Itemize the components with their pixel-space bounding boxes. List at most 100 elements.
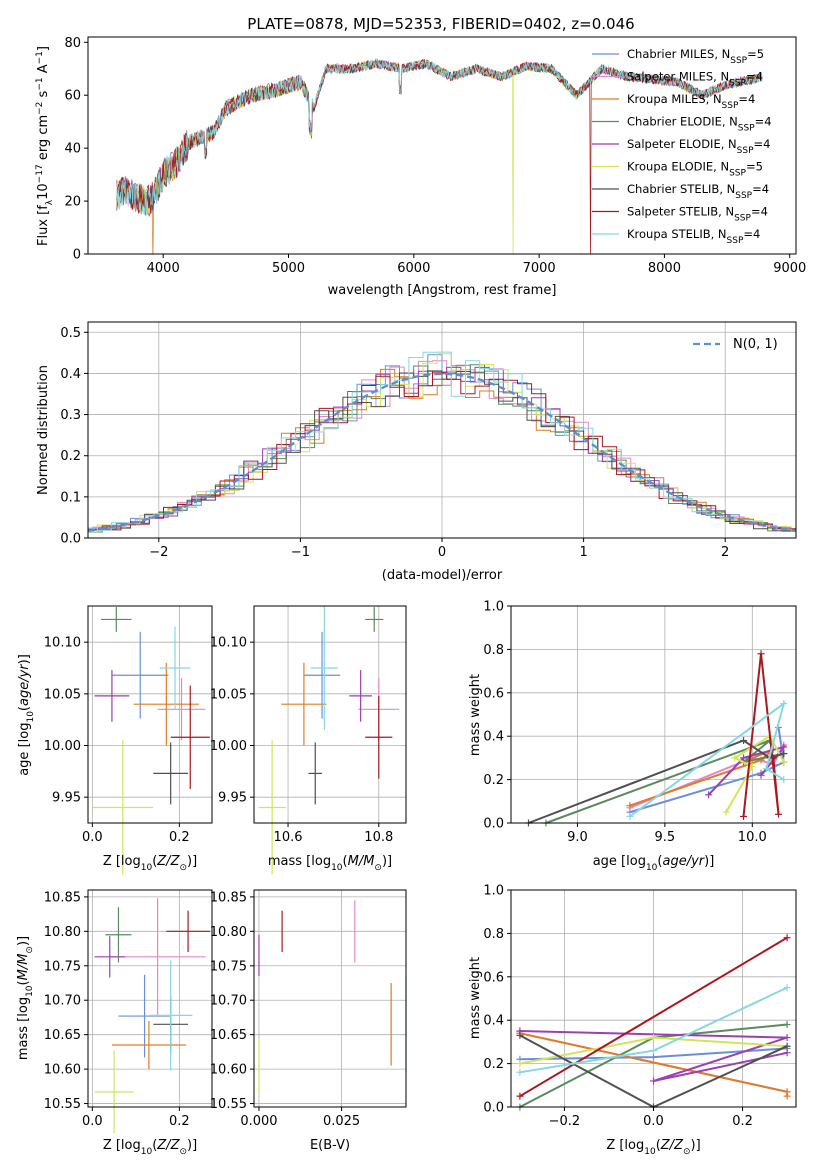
x-tick-label: 9.0 bbox=[567, 830, 588, 845]
legend-entry: Kroupa MILES, NSSP=4 bbox=[627, 92, 755, 111]
y-tick-label: 1.0 bbox=[483, 884, 504, 899]
y-tick-label: 10.75 bbox=[210, 959, 247, 974]
weight-vs-Z-plot bbox=[516, 934, 791, 1111]
legend-entry: Kroupa STELIB, NSSP=4 bbox=[627, 227, 760, 246]
y-tick-label: 0.0 bbox=[60, 532, 81, 547]
mass-vs-Z-plot bbox=[94, 898, 210, 1134]
x-tick-label: −2 bbox=[149, 545, 168, 560]
y-tick-label: 10.70 bbox=[44, 994, 81, 1009]
y-axis-label: mass weight bbox=[468, 957, 483, 1039]
y-tick-label: 10.75 bbox=[44, 959, 81, 974]
y-tick-label: 0.6 bbox=[483, 970, 504, 985]
spectrum-axes bbox=[84, 36, 797, 258]
x-tick-label: −0.2 bbox=[549, 1114, 581, 1129]
x-tick-label: 10.0 bbox=[738, 830, 767, 845]
legend-entry: Chabrier STELIB, NSSP=4 bbox=[627, 182, 769, 201]
y-tick-label: 0.4 bbox=[483, 1014, 504, 1029]
y-tick-label: 9.95 bbox=[52, 791, 81, 806]
y-tick-label: 10.10 bbox=[44, 636, 81, 651]
y-tick-label: 10.85 bbox=[210, 890, 247, 905]
weight-vs-Z-axes bbox=[507, 889, 797, 1111]
y-tick-label: 10.55 bbox=[210, 1097, 247, 1112]
x-tick-label: 2 bbox=[721, 545, 729, 560]
y-tick-label: 60 bbox=[64, 89, 81, 104]
spectrum-line-5 bbox=[116, 57, 763, 254]
weight-series-6 bbox=[528, 739, 785, 824]
y-tick-label: 9.95 bbox=[218, 791, 247, 806]
y-tick-label: 10.80 bbox=[44, 925, 81, 940]
y-tick-label: 0.2 bbox=[483, 773, 504, 788]
weight-series-3 bbox=[545, 739, 785, 824]
x-tick-label: 0.0 bbox=[643, 1114, 664, 1129]
y-tick-label: 10.00 bbox=[210, 739, 247, 754]
y-tick-label: 10.55 bbox=[44, 1097, 81, 1112]
x-tick-label: 4000 bbox=[147, 261, 180, 276]
legend-entry: Salpeter STELIB, NSSP=4 bbox=[627, 205, 768, 224]
y-axis-label: age [log10(age/yr)] bbox=[17, 654, 36, 776]
age-vs-Z-axes bbox=[84, 605, 213, 875]
x-tick-label: 0.0 bbox=[82, 830, 103, 845]
spectrum-plot bbox=[116, 57, 763, 254]
y-tick-label: 0.8 bbox=[483, 927, 504, 942]
y-tick-label: 0.2 bbox=[60, 449, 81, 464]
y-tick-label: 10.60 bbox=[210, 1063, 247, 1078]
histogram-4 bbox=[88, 366, 796, 531]
mass-vs-EBV-frame bbox=[253, 889, 407, 1108]
x-axis-label: age [log10(age/yr)] bbox=[593, 854, 715, 873]
y-tick-label: 0 bbox=[73, 248, 81, 263]
y-tick-label: 0.2 bbox=[483, 1057, 504, 1072]
legend-entry: Kroupa ELODIE, NSSP=5 bbox=[627, 160, 763, 179]
age-vs-mass-plot bbox=[258, 606, 400, 875]
x-tick-label: 10.6 bbox=[274, 830, 303, 845]
x-axis-label: (data-model)/error bbox=[382, 568, 503, 583]
mass-vs-Z-axes bbox=[84, 889, 213, 1134]
residuals-plot bbox=[88, 351, 796, 535]
x-tick-label: 0 bbox=[438, 545, 446, 560]
y-tick-label: 20 bbox=[64, 195, 81, 210]
x-tick-label: 0.025 bbox=[323, 1114, 360, 1129]
x-axis-label: Z [log10(Z/Z⊙)] bbox=[606, 1138, 700, 1157]
x-tick-label: 5000 bbox=[272, 261, 305, 276]
y-tick-label: 0.0 bbox=[483, 1101, 504, 1116]
y-tick-label: 0.4 bbox=[483, 730, 504, 745]
spectrum-line-2 bbox=[116, 59, 763, 254]
x-tick-label: 8000 bbox=[648, 261, 681, 276]
age-vs-Z-plot bbox=[92, 607, 210, 875]
x-axis-label: E(B-V) bbox=[310, 1138, 350, 1153]
y-tick-label: 10.00 bbox=[44, 739, 81, 754]
y-tick-label: 10.85 bbox=[44, 890, 81, 905]
x-axis-label: Z [log10(Z/Z⊙)] bbox=[103, 854, 197, 873]
histogram-8 bbox=[88, 351, 796, 532]
x-axis-label: Z [log10(Z/Z⊙)] bbox=[103, 1138, 197, 1157]
figure-title: PLATE=0878, MJD=52353, FIBERID=0402, z=0… bbox=[247, 15, 634, 33]
y-tick-label: 80 bbox=[64, 36, 81, 51]
legend-entry: Chabrier ELODIE, NSSP=4 bbox=[627, 115, 772, 134]
normal-curve bbox=[88, 372, 796, 532]
age-vs-mass-axes bbox=[250, 605, 407, 875]
x-tick-label: 9000 bbox=[773, 261, 806, 276]
y-tick-label: 0.4 bbox=[60, 367, 81, 382]
y-tick-label: 40 bbox=[64, 142, 81, 157]
weight-series-7 bbox=[519, 936, 788, 1098]
y-tick-label: 10.60 bbox=[44, 1063, 81, 1078]
y-tick-label: 0.0 bbox=[483, 817, 504, 832]
mass-vs-EBV-axes bbox=[250, 889, 407, 1111]
x-tick-label: −1 bbox=[291, 545, 310, 560]
legend-entry: Salpeter ELODIE, NSSP=4 bbox=[627, 137, 770, 156]
y-axis-label: Flux [fλ10−17 erg cm−2 s−1 A−1] bbox=[35, 46, 55, 246]
weight-series-8 bbox=[629, 701, 786, 818]
y-tick-label: 0.1 bbox=[60, 490, 81, 505]
y-axis-label: mass [log10(M/M⊙)] bbox=[16, 936, 35, 1060]
weight-vs-age-plot bbox=[524, 650, 788, 827]
y-tick-label: 10.05 bbox=[44, 687, 81, 702]
y-tick-label: 10.10 bbox=[210, 636, 247, 651]
x-tick-label: 0.2 bbox=[169, 1114, 190, 1129]
legend-entry: Chabrier MILES, NSSP=5 bbox=[627, 47, 764, 66]
x-axis-label: mass [log10(M/M⊙)] bbox=[268, 854, 392, 873]
x-tick-label: 0.2 bbox=[732, 1114, 753, 1129]
weight-series-7 bbox=[742, 653, 780, 817]
x-axis-label: wavelength [Angstrom, rest frame] bbox=[328, 283, 557, 298]
histogram-7 bbox=[88, 371, 796, 532]
spectrum-frame bbox=[87, 36, 797, 255]
